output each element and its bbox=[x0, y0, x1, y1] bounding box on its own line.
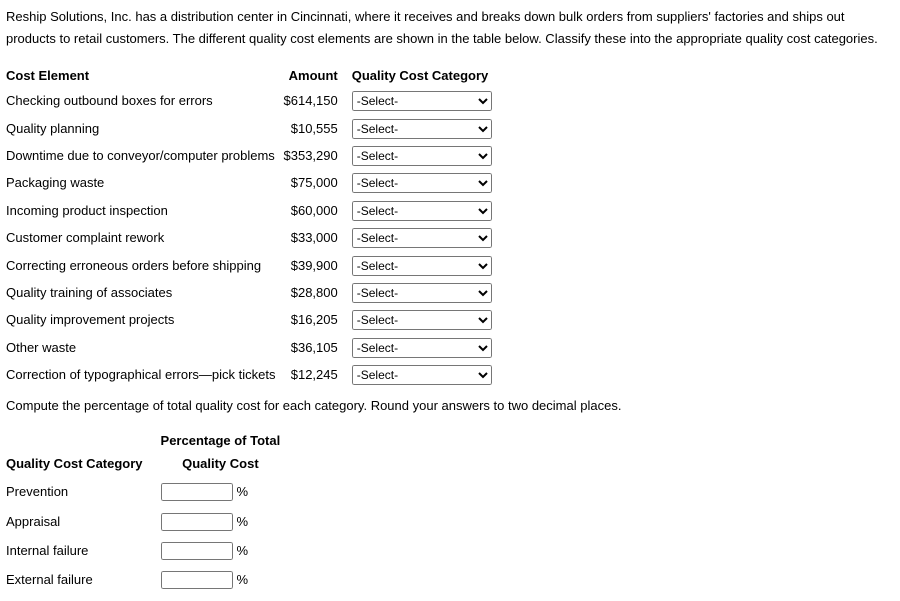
category-select[interactable]: -Select- bbox=[352, 173, 492, 193]
cost-amount: $36,105 bbox=[284, 334, 352, 361]
cost-element-label: Incoming product inspection bbox=[6, 197, 284, 224]
table-row: Checking outbound boxes for errors$614,1… bbox=[6, 87, 500, 114]
cost-amount: $33,000 bbox=[284, 224, 352, 251]
pct-input[interactable] bbox=[161, 571, 233, 589]
cost-category-cell: -Select- bbox=[352, 224, 500, 251]
cost-category-cell: -Select- bbox=[352, 169, 500, 196]
table-row: Appraisal% bbox=[6, 507, 298, 536]
cost-amount: $12,245 bbox=[284, 361, 352, 388]
col-header-element: Cost Element bbox=[6, 66, 284, 87]
table-row: Quality improvement projects$16,205-Sele… bbox=[6, 306, 500, 333]
cost-category-cell: -Select- bbox=[352, 334, 500, 361]
cost-elements-table: Cost Element Amount Quality Cost Categor… bbox=[6, 66, 500, 388]
table-row: Prevention% bbox=[6, 477, 298, 506]
table-row: Quality training of associates$28,800-Se… bbox=[6, 279, 500, 306]
category-select[interactable]: -Select- bbox=[352, 228, 492, 248]
cost-element-label: Customer complaint rework bbox=[6, 224, 284, 251]
col-header-pct-line1: Percentage of Total bbox=[161, 431, 299, 454]
category-select[interactable]: -Select- bbox=[352, 310, 492, 330]
cost-element-label: Quality planning bbox=[6, 115, 284, 142]
cost-amount: $39,900 bbox=[284, 252, 352, 279]
percentage-table: Quality Cost Category Percentage of Tota… bbox=[6, 431, 298, 595]
cost-amount: $614,150 bbox=[284, 87, 352, 114]
cost-element-label: Other waste bbox=[6, 334, 284, 361]
cost-amount: $10,555 bbox=[284, 115, 352, 142]
category-select[interactable]: -Select- bbox=[352, 146, 492, 166]
cost-element-label: Correction of typographical errors—pick … bbox=[6, 361, 284, 388]
cost-element-label: Packaging waste bbox=[6, 169, 284, 196]
category-select[interactable]: -Select- bbox=[352, 365, 492, 385]
col-header-qcc: Quality Cost Category bbox=[6, 431, 161, 477]
table-row: Incoming product inspection$60,000-Selec… bbox=[6, 197, 500, 224]
cost-amount: $353,290 bbox=[284, 142, 352, 169]
col-header-category: Quality Cost Category bbox=[352, 66, 500, 87]
category-select[interactable]: -Select- bbox=[352, 119, 492, 139]
cost-category-cell: -Select- bbox=[352, 252, 500, 279]
table-row: Correcting erroneous orders before shipp… bbox=[6, 252, 500, 279]
pct-input-cell: % bbox=[161, 477, 299, 506]
cost-category-cell: -Select- bbox=[352, 87, 500, 114]
cost-category-cell: -Select- bbox=[352, 279, 500, 306]
cost-amount: $16,205 bbox=[284, 306, 352, 333]
cost-category-cell: -Select- bbox=[352, 197, 500, 224]
cost-category-cell: -Select- bbox=[352, 115, 500, 142]
table-row: Other waste$36,105-Select- bbox=[6, 334, 500, 361]
table-row: Downtime due to conveyor/computer proble… bbox=[6, 142, 500, 169]
cost-element-label: Correcting erroneous orders before shipp… bbox=[6, 252, 284, 279]
pct-input-cell: % bbox=[161, 507, 299, 536]
table-row: Customer complaint rework$33,000-Select- bbox=[6, 224, 500, 251]
table-row: Packaging waste$75,000-Select- bbox=[6, 169, 500, 196]
pct-category-label: Prevention bbox=[6, 477, 161, 506]
table-row: External failure% bbox=[6, 565, 298, 594]
pct-input-cell: % bbox=[161, 565, 299, 594]
pct-input[interactable] bbox=[161, 483, 233, 501]
table-row: Correction of typographical errors—pick … bbox=[6, 361, 500, 388]
cost-amount: $28,800 bbox=[284, 279, 352, 306]
table-row: Quality planning$10,555-Select- bbox=[6, 115, 500, 142]
percent-symbol: % bbox=[233, 514, 249, 529]
pct-category-label: Appraisal bbox=[6, 507, 161, 536]
cost-element-label: Quality training of associates bbox=[6, 279, 284, 306]
intro-paragraph: Reship Solutions, Inc. has a distributio… bbox=[6, 6, 894, 50]
col-header-pct-line2: Quality Cost bbox=[161, 454, 299, 477]
category-select[interactable]: -Select- bbox=[352, 91, 492, 111]
pct-input[interactable] bbox=[161, 542, 233, 560]
percent-symbol: % bbox=[233, 484, 249, 499]
category-select[interactable]: -Select- bbox=[352, 256, 492, 276]
pct-category-label: External failure bbox=[6, 565, 161, 594]
percent-symbol: % bbox=[233, 572, 249, 587]
col-header-amount: Amount bbox=[284, 66, 352, 87]
cost-element-label: Checking outbound boxes for errors bbox=[6, 87, 284, 114]
cost-element-label: Quality improvement projects bbox=[6, 306, 284, 333]
cost-category-cell: -Select- bbox=[352, 361, 500, 388]
cost-category-cell: -Select- bbox=[352, 306, 500, 333]
compute-instruction: Compute the percentage of total quality … bbox=[6, 396, 894, 417]
category-select[interactable]: -Select- bbox=[352, 201, 492, 221]
cost-amount: $75,000 bbox=[284, 169, 352, 196]
cost-category-cell: -Select- bbox=[352, 142, 500, 169]
pct-input[interactable] bbox=[161, 513, 233, 531]
category-select[interactable]: -Select- bbox=[352, 283, 492, 303]
cost-element-label: Downtime due to conveyor/computer proble… bbox=[6, 142, 284, 169]
category-select[interactable]: -Select- bbox=[352, 338, 492, 358]
cost-amount: $60,000 bbox=[284, 197, 352, 224]
